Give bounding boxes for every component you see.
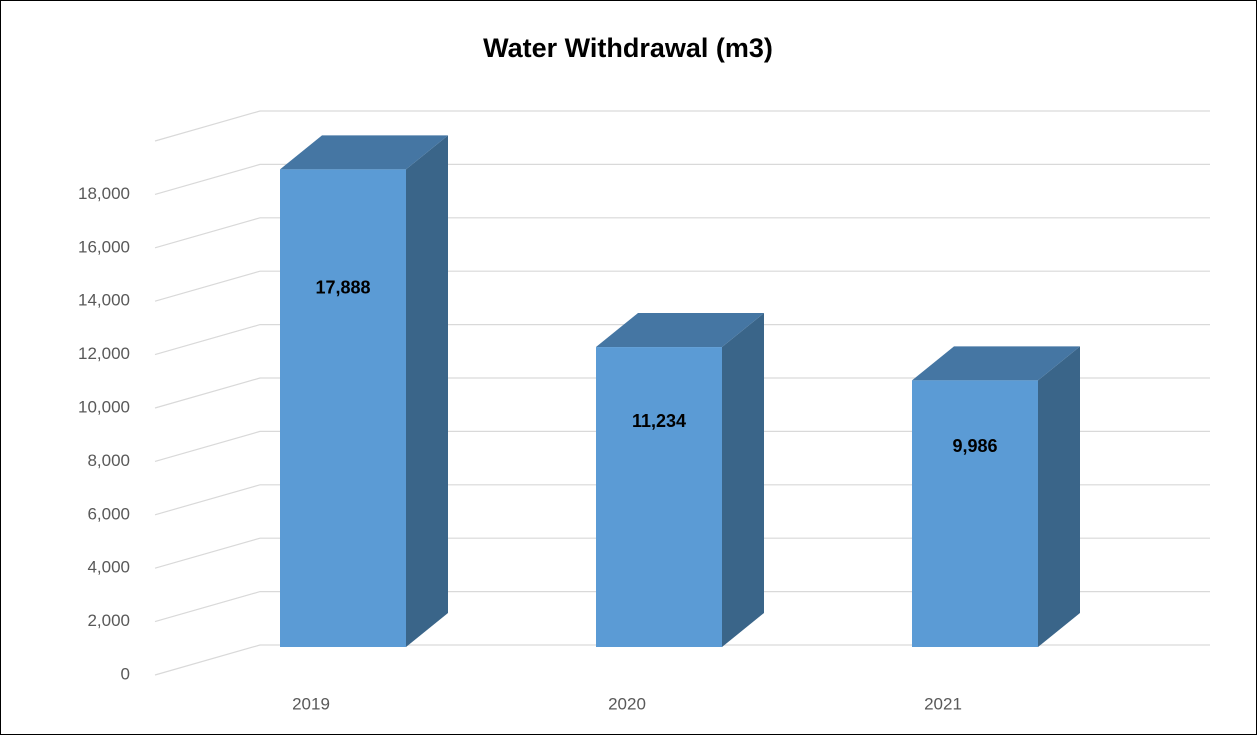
bar (280, 169, 406, 648)
bar (912, 380, 1038, 647)
data-label: 17,888 (315, 278, 370, 298)
y-tick-label: 12,000 (78, 344, 130, 363)
grid-line (154, 484, 1210, 516)
y-tick-label: 2,000 (87, 611, 130, 630)
y-tick-label: 8,000 (87, 451, 130, 470)
y-tick-label: 6,000 (87, 504, 130, 523)
y-tick-label: 18,000 (78, 184, 130, 203)
grid-line (154, 644, 1210, 676)
y-tick-label: 14,000 (78, 291, 130, 310)
y-tick-label: 0 (121, 664, 130, 683)
bar-side (406, 135, 448, 648)
back-wall-top (154, 110, 1210, 142)
bar-side (1038, 346, 1080, 647)
bar-top (280, 135, 448, 170)
grid-line (154, 324, 1210, 356)
grid-line (154, 537, 1210, 569)
y-tick-label: 16,000 (78, 237, 130, 256)
grid-line (154, 270, 1210, 302)
bar-top (596, 313, 764, 348)
x-tick-label: 2021 (924, 694, 962, 713)
bar-side (722, 313, 764, 647)
grid-line (154, 590, 1210, 623)
x-tick-label: 2019 (292, 694, 330, 713)
y-tick-label: 10,000 (78, 397, 130, 416)
grid-line (154, 163, 1210, 195)
bar-top (912, 346, 1080, 381)
data-label: 11,234 (632, 411, 686, 431)
grid-line (154, 377, 1210, 409)
y-tick-label: 4,000 (87, 558, 130, 577)
chart-title: Water Withdrawal (m3) (483, 33, 773, 63)
grid-line (154, 430, 1210, 462)
grid-line (154, 217, 1210, 249)
bar (596, 347, 722, 647)
x-tick-label: 2020 (608, 694, 646, 713)
data-label: 9,986 (952, 436, 997, 456)
